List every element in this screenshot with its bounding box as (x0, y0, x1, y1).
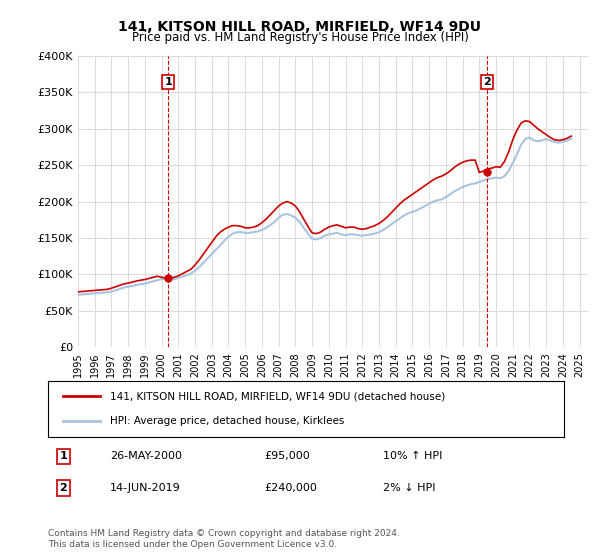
Text: 26-MAY-2000: 26-MAY-2000 (110, 451, 182, 461)
Text: 2: 2 (483, 77, 491, 87)
Text: £95,000: £95,000 (265, 451, 310, 461)
Text: Price paid vs. HM Land Registry's House Price Index (HPI): Price paid vs. HM Land Registry's House … (131, 31, 469, 44)
Text: HPI: Average price, detached house, Kirklees: HPI: Average price, detached house, Kirk… (110, 416, 344, 426)
Text: 10% ↑ HPI: 10% ↑ HPI (383, 451, 443, 461)
Text: 14-JUN-2019: 14-JUN-2019 (110, 483, 181, 493)
Text: Contains HM Land Registry data © Crown copyright and database right 2024.
This d: Contains HM Land Registry data © Crown c… (48, 529, 400, 549)
Text: £240,000: £240,000 (265, 483, 317, 493)
Text: 2: 2 (59, 483, 67, 493)
Text: 1: 1 (164, 77, 172, 87)
Text: 2% ↓ HPI: 2% ↓ HPI (383, 483, 436, 493)
Text: 1: 1 (59, 451, 67, 461)
Text: 141, KITSON HILL ROAD, MIRFIELD, WF14 9DU: 141, KITSON HILL ROAD, MIRFIELD, WF14 9D… (119, 20, 482, 34)
Text: 141, KITSON HILL ROAD, MIRFIELD, WF14 9DU (detached house): 141, KITSON HILL ROAD, MIRFIELD, WF14 9D… (110, 391, 445, 402)
